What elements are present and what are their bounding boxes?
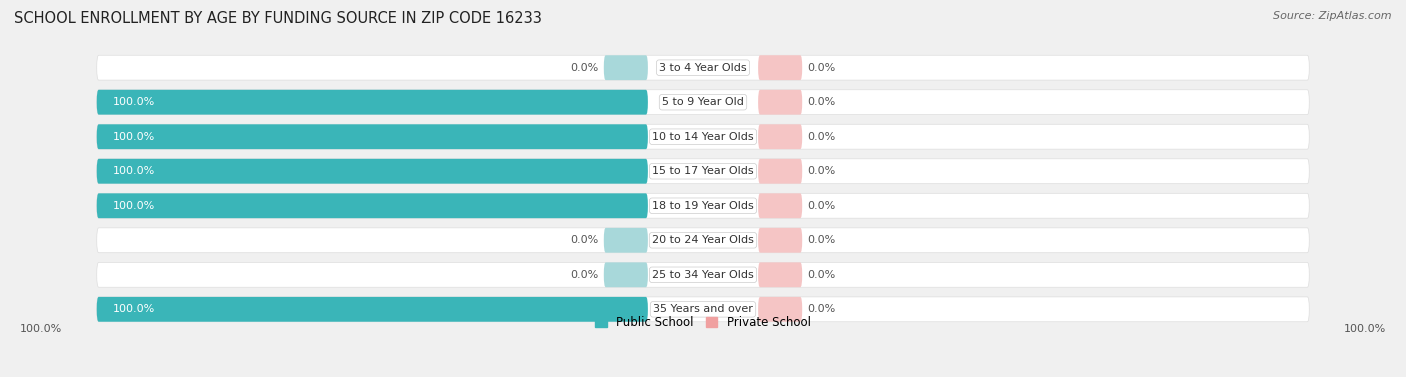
Text: 0.0%: 0.0% [807,132,837,142]
FancyBboxPatch shape [97,159,1309,184]
Text: 0.0%: 0.0% [807,97,837,107]
FancyBboxPatch shape [97,193,648,218]
FancyBboxPatch shape [97,297,1309,322]
Text: 0.0%: 0.0% [807,63,837,73]
Text: 15 to 17 Year Olds: 15 to 17 Year Olds [652,166,754,176]
Text: 0.0%: 0.0% [807,201,837,211]
Text: 0.0%: 0.0% [569,270,599,280]
Text: 20 to 24 Year Olds: 20 to 24 Year Olds [652,235,754,245]
FancyBboxPatch shape [97,55,1309,80]
FancyBboxPatch shape [758,228,803,253]
Text: 0.0%: 0.0% [569,235,599,245]
Text: 0.0%: 0.0% [569,63,599,73]
Text: 10 to 14 Year Olds: 10 to 14 Year Olds [652,132,754,142]
Text: 0.0%: 0.0% [807,304,837,314]
Text: 35 Years and over: 35 Years and over [652,304,754,314]
FancyBboxPatch shape [603,262,648,287]
Text: 100.0%: 100.0% [114,201,156,211]
Text: 100.0%: 100.0% [114,132,156,142]
FancyBboxPatch shape [758,297,803,322]
Text: 5 to 9 Year Old: 5 to 9 Year Old [662,97,744,107]
Text: 18 to 19 Year Olds: 18 to 19 Year Olds [652,201,754,211]
FancyBboxPatch shape [758,193,803,218]
Text: Source: ZipAtlas.com: Source: ZipAtlas.com [1274,11,1392,21]
Text: 25 to 34 Year Olds: 25 to 34 Year Olds [652,270,754,280]
FancyBboxPatch shape [97,124,648,149]
FancyBboxPatch shape [97,90,648,115]
FancyBboxPatch shape [97,262,1309,287]
Text: 0.0%: 0.0% [807,270,837,280]
FancyBboxPatch shape [603,228,648,253]
FancyBboxPatch shape [758,262,803,287]
FancyBboxPatch shape [97,90,1309,115]
Text: 100.0%: 100.0% [114,166,156,176]
FancyBboxPatch shape [97,159,648,184]
Text: 0.0%: 0.0% [807,166,837,176]
FancyBboxPatch shape [758,55,803,80]
FancyBboxPatch shape [758,124,803,149]
FancyBboxPatch shape [603,55,648,80]
Text: 0.0%: 0.0% [807,235,837,245]
Text: 100.0%: 100.0% [1344,324,1386,334]
Legend: Public School, Private School: Public School, Private School [595,316,811,329]
FancyBboxPatch shape [97,193,1309,218]
FancyBboxPatch shape [97,228,1309,253]
Text: 100.0%: 100.0% [20,324,62,334]
FancyBboxPatch shape [758,90,803,115]
Text: 100.0%: 100.0% [114,97,156,107]
Text: 3 to 4 Year Olds: 3 to 4 Year Olds [659,63,747,73]
Text: SCHOOL ENROLLMENT BY AGE BY FUNDING SOURCE IN ZIP CODE 16233: SCHOOL ENROLLMENT BY AGE BY FUNDING SOUR… [14,11,541,26]
FancyBboxPatch shape [97,297,648,322]
Text: 100.0%: 100.0% [114,304,156,314]
FancyBboxPatch shape [758,159,803,184]
FancyBboxPatch shape [97,124,1309,149]
